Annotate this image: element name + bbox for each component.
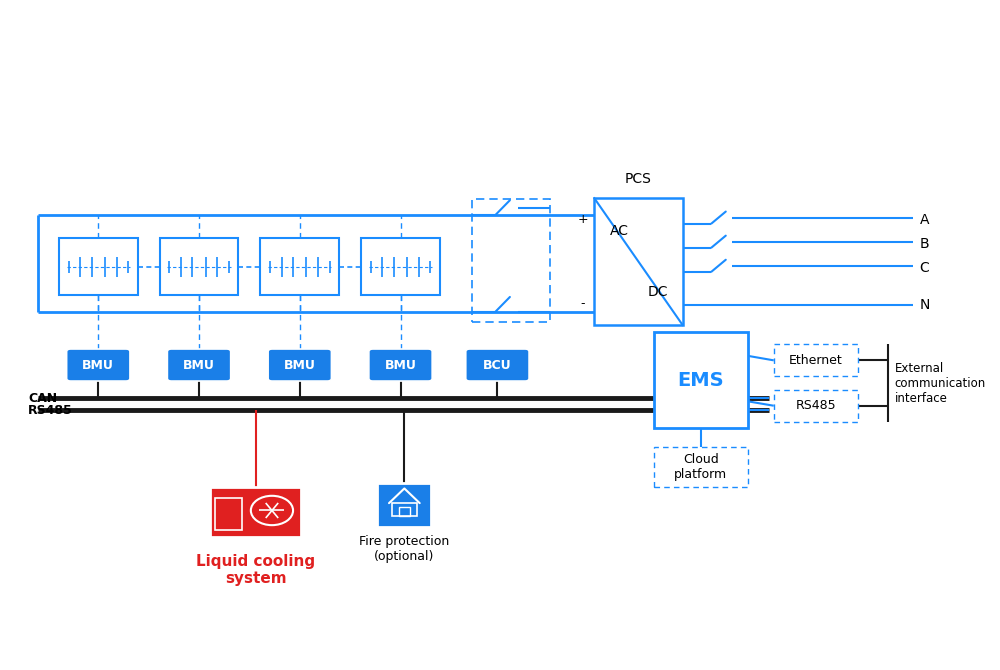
Text: CAN: CAN [28, 392, 57, 405]
Text: -: - [581, 297, 585, 310]
FancyBboxPatch shape [594, 198, 683, 325]
Text: B: B [920, 237, 929, 251]
Text: DC: DC [648, 285, 668, 299]
Text: AC: AC [610, 224, 629, 238]
FancyBboxPatch shape [466, 349, 529, 381]
Text: External
communication
interface: External communication interface [895, 362, 986, 405]
Text: Fire protection
(optional): Fire protection (optional) [359, 535, 449, 563]
FancyBboxPatch shape [654, 332, 748, 428]
Text: BMU: BMU [82, 358, 114, 372]
FancyBboxPatch shape [654, 447, 748, 487]
Text: A: A [920, 212, 929, 226]
FancyBboxPatch shape [167, 349, 231, 381]
FancyBboxPatch shape [67, 349, 130, 381]
Text: EMS: EMS [678, 371, 724, 389]
Text: Ethernet: Ethernet [789, 354, 843, 367]
FancyBboxPatch shape [774, 344, 858, 377]
FancyBboxPatch shape [59, 239, 138, 295]
Text: BMU: BMU [183, 358, 215, 372]
Text: BMU: BMU [385, 358, 416, 372]
FancyBboxPatch shape [377, 484, 431, 527]
FancyBboxPatch shape [774, 390, 858, 421]
Text: RS485: RS485 [28, 404, 73, 417]
Text: Cloud
platform: Cloud platform [674, 453, 727, 481]
FancyBboxPatch shape [260, 239, 339, 295]
Text: PCS: PCS [625, 172, 652, 186]
FancyBboxPatch shape [369, 349, 432, 381]
Text: Liquid cooling
system: Liquid cooling system [196, 553, 315, 586]
FancyBboxPatch shape [268, 349, 331, 381]
Text: N: N [920, 297, 930, 312]
Text: RS485: RS485 [796, 399, 836, 412]
Text: C: C [920, 261, 929, 275]
Text: BCU: BCU [483, 358, 512, 372]
FancyBboxPatch shape [160, 239, 238, 295]
FancyBboxPatch shape [361, 239, 440, 295]
Text: +: + [578, 213, 588, 226]
Text: BMU: BMU [284, 358, 316, 372]
FancyBboxPatch shape [210, 487, 301, 537]
